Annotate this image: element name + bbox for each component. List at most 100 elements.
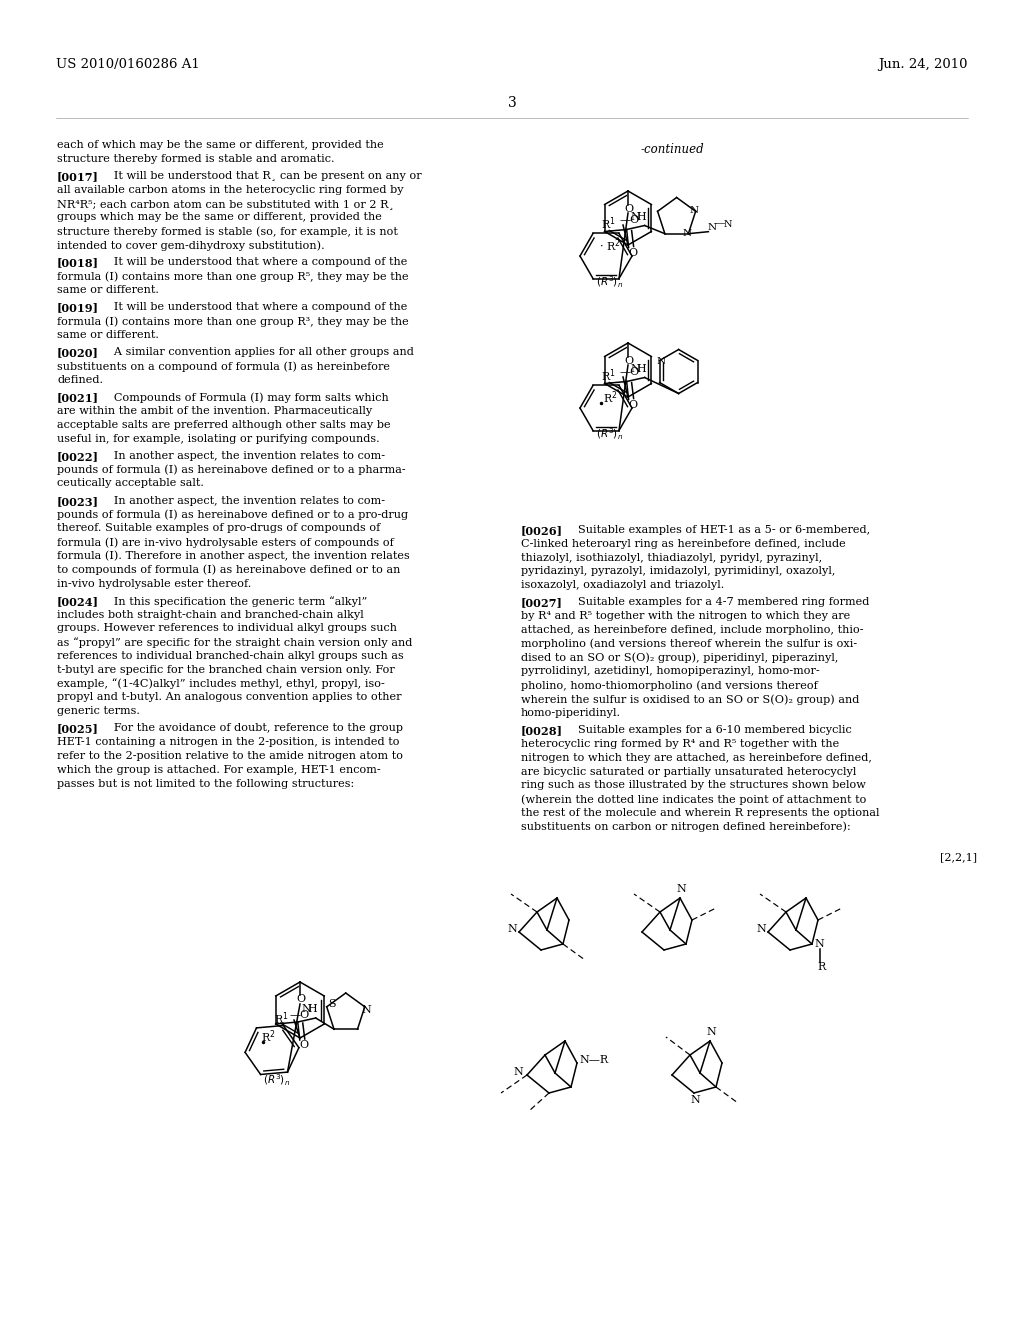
Text: morpholino (and versions thereof wherein the sulfur is oxi-: morpholino (and versions thereof wherein… [521,639,857,649]
Text: same or different.: same or different. [57,330,159,341]
Text: 3: 3 [508,96,516,110]
Text: —O: —O [290,1010,310,1020]
Text: NR⁴R⁵; each carbon atom can be substituted with 1 or 2 R¸: NR⁴R⁵; each carbon atom can be substitut… [57,199,394,209]
Text: all available carbon atoms in the heterocyclic ring formed by: all available carbon atoms in the hetero… [57,185,403,195]
Text: [2,2,1]: [2,2,1] [940,851,977,862]
Text: refer to the 2-position relative to the amide nitrogen atom to: refer to the 2-position relative to the … [57,751,403,762]
Text: $(R^3)_n$: $(R^3)_n$ [596,275,624,290]
Text: $(R^3)_n$: $(R^3)_n$ [262,1072,290,1088]
Text: example, “(1-4C)alkyl” includes methyl, ethyl, propyl, iso-: example, “(1-4C)alkyl” includes methyl, … [57,678,385,689]
Text: N: N [723,219,732,228]
Text: formula (I) contains more than one group R³, they may be the: formula (I) contains more than one group… [57,315,409,326]
Text: R$^1$: R$^1$ [601,215,615,231]
Text: groups. However references to individual alkyl groups such: groups. However references to individual… [57,623,397,634]
Text: [0024]: [0024] [57,595,99,607]
Text: R: R [817,962,825,972]
Text: O: O [629,400,638,409]
Text: N: N [708,223,717,232]
Text: O: O [624,356,633,366]
Text: O: O [624,205,633,214]
Text: N: N [682,228,691,238]
Text: H: H [637,363,646,374]
Text: [0017]: [0017] [57,172,99,182]
Text: nitrogen to which they are attached, as hereinbefore defined,: nitrogen to which they are attached, as … [521,752,871,763]
Text: In this specification the generic term “alkyl”: In this specification the generic term “… [103,595,368,607]
Text: [0027]: [0027] [521,598,563,609]
Text: [0021]: [0021] [57,392,99,403]
Text: N—R: N—R [579,1055,608,1065]
Text: formula (I) are in-vivo hydrolysable esters of compounds of: formula (I) are in-vivo hydrolysable est… [57,537,394,548]
Text: N: N [513,1067,522,1077]
Text: pounds of formula (I) as hereinabove defined or to a pro-drug: pounds of formula (I) as hereinabove def… [57,510,409,520]
Text: are bicyclic saturated or partially unsaturated heterocyclyl: are bicyclic saturated or partially unsa… [521,767,856,776]
Text: isoxazolyl, oxadiazolyl and triazolyl.: isoxazolyl, oxadiazolyl and triazolyl. [521,581,724,590]
Text: includes both straight-chain and branched-chain alkyl: includes both straight-chain and branche… [57,610,364,619]
Text: passes but is not limited to the following structures:: passes but is not limited to the followi… [57,779,354,788]
Text: N: N [656,358,666,367]
Text: US 2010/0160286 A1: US 2010/0160286 A1 [56,58,200,71]
Text: H: H [308,1005,317,1014]
Text: · R$^2$: · R$^2$ [599,238,621,253]
Text: acceptable salts are preferred although other salts may be: acceptable salts are preferred although … [57,420,390,430]
Text: [0018]: [0018] [57,257,99,268]
Text: N: N [361,1005,372,1015]
Text: heterocyclic ring formed by R⁴ and R⁵ together with the: heterocyclic ring formed by R⁴ and R⁵ to… [521,739,840,748]
Text: R$^1$: R$^1$ [274,1010,289,1027]
Text: t-butyl are specific for the branched chain version only. For: t-butyl are specific for the branched ch… [57,665,394,675]
Text: [0020]: [0020] [57,347,99,358]
Text: [0023]: [0023] [57,496,99,507]
Text: O: O [300,1040,309,1049]
Text: C-linked heteroaryl ring as hereinbefore defined, include: C-linked heteroaryl ring as hereinbefore… [521,539,846,549]
Text: defined.: defined. [57,375,103,385]
Text: pounds of formula (I) as hereinabove defined or to a pharma-: pounds of formula (I) as hereinabove def… [57,465,406,475]
Text: For the avoidance of doubt, reference to the group: For the avoidance of doubt, reference to… [103,723,403,734]
Text: [0028]: [0028] [521,725,563,737]
Text: structure thereby formed is stable (so, for example, it is not: structure thereby formed is stable (so, … [57,226,398,236]
Text: dised to an SO or S(O)₂ group), piperidinyl, piperazinyl,: dised to an SO or S(O)₂ group), piperidi… [521,652,839,663]
Text: R$^2$: R$^2$ [603,389,617,407]
Text: propyl and t-butyl. An analogous convention applies to other: propyl and t-butyl. An analogous convent… [57,693,401,702]
Text: —O: —O [620,215,640,224]
Text: N: N [302,1005,311,1014]
Text: pyrrolidinyl, azetidinyl, homopiperazinyl, homo-mor-: pyrrolidinyl, azetidinyl, homopiperaziny… [521,667,819,676]
Text: attached, as hereinbefore defined, include morpholino, thio-: attached, as hereinbefore defined, inclu… [521,626,863,635]
Text: It will be understood that where a compound of the: It will be understood that where a compo… [103,257,408,268]
Text: O: O [296,994,305,1005]
Text: N: N [507,924,517,935]
Text: formula (I). Therefore in another aspect, the invention relates: formula (I). Therefore in another aspect… [57,550,410,561]
Text: by R⁴ and R⁵ together with the nitrogen to which they are: by R⁴ and R⁵ together with the nitrogen … [521,611,850,622]
Text: Jun. 24, 2010: Jun. 24, 2010 [879,58,968,71]
Text: R$^1$: R$^1$ [601,367,615,384]
Text: thereof. Suitable examples of pro-drugs of compounds of: thereof. Suitable examples of pro-drugs … [57,523,380,533]
Text: homo-piperidinyl.: homo-piperidinyl. [521,708,621,718]
Text: Suitable examples for a 6-10 membered bicyclic: Suitable examples for a 6-10 membered bi… [567,725,852,735]
Text: S: S [328,999,335,1008]
Text: intended to cover gem-dihydroxy substitution).: intended to cover gem-dihydroxy substitu… [57,240,325,251]
Text: which the group is attached. For example, HET-1 encom-: which the group is attached. For example… [57,764,381,775]
Text: (wherein the dotted line indicates the point of attachment to: (wherein the dotted line indicates the p… [521,795,866,805]
Text: pyridazinyl, pyrazolyl, imidazolyl, pyrimidinyl, oxazolyl,: pyridazinyl, pyrazolyl, imidazolyl, pyri… [521,566,836,577]
Text: A similar convention applies for all other groups and: A similar convention applies for all oth… [103,347,414,358]
Text: N: N [706,1027,716,1038]
Text: O: O [629,248,638,257]
Text: N: N [631,211,640,222]
Text: as “propyl” are specific for the straight chain version only and: as “propyl” are specific for the straigh… [57,638,413,648]
Text: HET-1 containing a nitrogen in the 2-position, is intended to: HET-1 containing a nitrogen in the 2-pos… [57,738,399,747]
Text: ceutically acceptable salt.: ceutically acceptable salt. [57,478,204,488]
Text: N: N [756,924,766,935]
Text: —O: —O [620,367,640,378]
Text: substituents on a compound of formula (I) as hereinbefore: substituents on a compound of formula (I… [57,360,390,371]
Text: references to individual branched-chain alkyl groups such as: references to individual branched-chain … [57,651,403,661]
Text: each of which may be the same or different, provided the: each of which may be the same or differe… [57,140,384,150]
Text: same or different.: same or different. [57,285,159,294]
Text: N: N [676,884,686,894]
Text: groups which may be the same or different, provided the: groups which may be the same or differen… [57,213,382,223]
Text: wherein the sulfur is oxidised to an SO or S(O)₂ group) and: wherein the sulfur is oxidised to an SO … [521,694,859,705]
Text: R$^2$: R$^2$ [261,1028,276,1045]
Text: substituents on carbon or nitrogen defined hereinbefore):: substituents on carbon or nitrogen defin… [521,822,851,833]
Text: formula (I) contains more than one group R⁵, they may be the: formula (I) contains more than one group… [57,271,409,281]
Text: ring such as those illustrated by the structures shown below: ring such as those illustrated by the st… [521,780,866,791]
Text: useful in, for example, isolating or purifying compounds.: useful in, for example, isolating or pur… [57,433,380,444]
Text: [0025]: [0025] [57,723,99,734]
Text: In another aspect, the invention relates to com-: In another aspect, the invention relates… [103,451,385,461]
